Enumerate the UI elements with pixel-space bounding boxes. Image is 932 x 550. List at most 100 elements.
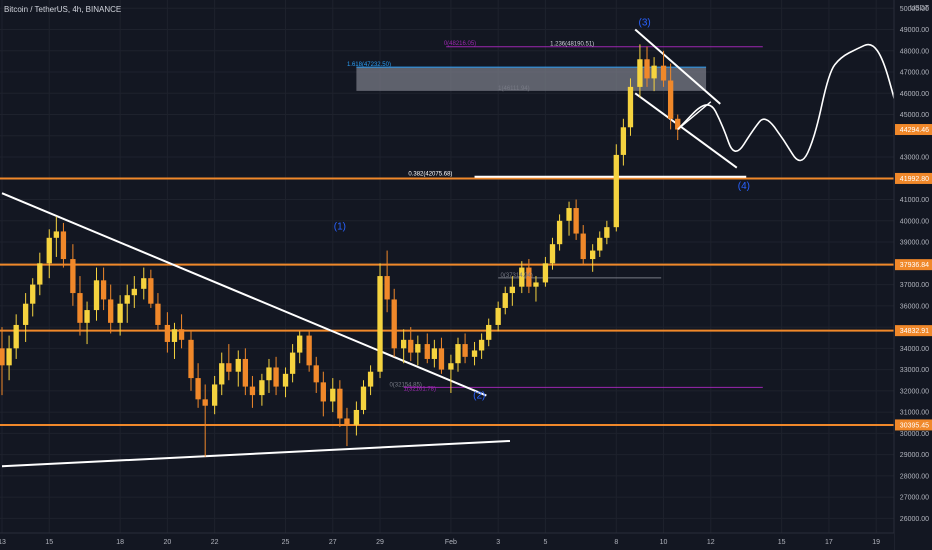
time-tick-label: 12 — [707, 539, 715, 546]
candle-body — [297, 335, 303, 353]
candle-body — [400, 339, 407, 349]
projection-retrace[interactable] — [677, 101, 712, 130]
price-tick-label: 33000.00 — [900, 367, 929, 374]
price-level-tag — [895, 172, 932, 184]
fib-annotation: 0.382(42075.68) — [408, 172, 452, 178]
candle-body — [195, 378, 201, 400]
candle-body — [22, 303, 29, 325]
candle-body — [597, 237, 603, 251]
fib-annotation: 1(46111.94) — [498, 86, 529, 92]
candle-body — [502, 293, 508, 308]
price-tick-label: 47000.00 — [900, 70, 929, 77]
time-tick-label: 27 — [329, 539, 337, 546]
candle-body — [84, 310, 90, 323]
time-tick-label: 20 — [163, 539, 171, 546]
candle-body — [60, 231, 67, 260]
candle-body — [93, 280, 100, 311]
wave-label: (2) — [473, 390, 485, 401]
time-tick-label: 22 — [211, 539, 219, 546]
time-tick-label: 19 — [872, 539, 880, 546]
time-tick-label: 15 — [778, 539, 786, 546]
wave-label: (3) — [639, 17, 651, 28]
candle-body — [108, 299, 114, 323]
price-tick-label: 40000.00 — [900, 218, 929, 225]
wave-labels: (1) (2) (3) (4) — [334, 17, 750, 401]
price-tick-label: 39000.00 — [900, 240, 929, 247]
price-tick-label: 34000.00 — [900, 346, 929, 353]
price-tick-label: 41000.00 — [900, 197, 929, 204]
candle-body — [202, 399, 208, 406]
price-axis[interactable]: 26000.00 27000.00 28000.00 29000.00 30000.00… — [893, 0, 932, 550]
currency-label: USDT — [910, 5, 930, 12]
candle-body — [384, 276, 390, 300]
candle-body — [164, 324, 171, 342]
candle-body — [313, 365, 319, 383]
candle-body — [620, 127, 627, 155]
price-levels — [0, 177, 894, 426]
candle-body — [486, 324, 492, 340]
price-tick-label: 43000.00 — [900, 155, 929, 162]
price-level-tag-label: 34832.91 — [900, 328, 929, 335]
candle-body — [391, 299, 397, 349]
candle-body — [211, 384, 218, 406]
candle-body — [266, 367, 272, 381]
candle-body — [0, 348, 5, 366]
candle-body — [46, 237, 52, 264]
candle-body — [566, 208, 572, 221]
candle-body — [155, 303, 161, 325]
candle-body — [509, 286, 515, 294]
candle-body — [431, 348, 438, 359]
price-tick-label: 49000.00 — [900, 27, 929, 34]
time-tick-label: 18 — [116, 539, 124, 546]
candle-body — [77, 293, 83, 323]
projection-path — [677, 43, 896, 162]
candle-body — [462, 344, 468, 357]
price-level-tag — [895, 259, 932, 271]
candle-body — [455, 344, 461, 364]
candle-body — [249, 386, 256, 396]
candle-body — [367, 371, 374, 387]
candle-body — [424, 344, 430, 359]
price-tick-label: 30000.00 — [900, 431, 929, 438]
candle-body — [360, 386, 367, 410]
candle-body — [289, 352, 296, 374]
candle-body — [30, 284, 36, 304]
candle-body — [242, 358, 249, 387]
price-tick-label: 32000.00 — [900, 388, 929, 395]
time-tick-label: 15 — [45, 539, 53, 546]
candle-body — [148, 278, 154, 304]
price-tick-label: 26000.00 — [900, 516, 929, 523]
candle-body — [542, 263, 549, 283]
fib-zone — [356, 67, 707, 91]
time-axis[interactable]: 13 15 18 20 22 25 27 29 Feb 3 5 8 10 12 15 17 19 — [0, 532, 894, 550]
candle-body — [675, 118, 681, 130]
candle-body — [13, 324, 19, 349]
price-level-tag-label: 37936.84 — [900, 262, 929, 269]
price-tick-label: 46000.00 — [900, 91, 929, 98]
price-tick-label: 27000.00 — [900, 495, 929, 502]
candle-body — [377, 276, 383, 372]
candle-body — [448, 363, 454, 370]
time-tick-label: 8 — [614, 539, 618, 546]
trendlines — [1, 28, 738, 468]
fib-annotation: 0(48216.05) — [444, 41, 476, 47]
candle-body — [549, 244, 556, 264]
candle-body — [124, 295, 130, 304]
time-tick-label: Feb — [445, 539, 457, 546]
lower-trendline[interactable] — [1, 440, 511, 468]
candle-body — [117, 303, 123, 323]
candle-body — [219, 363, 225, 385]
wedge-upper-line[interactable] — [634, 28, 721, 105]
time-tick-label: 10 — [660, 539, 668, 546]
candle-body — [613, 154, 619, 228]
candle-body — [6, 348, 12, 366]
candle-body — [131, 288, 137, 296]
candle-body — [519, 267, 525, 287]
candle-body — [70, 259, 76, 294]
wedge-lower-line[interactable] — [634, 92, 738, 169]
projection-curve[interactable] — [677, 43, 896, 162]
time-tick-label: 29 — [376, 539, 384, 546]
time-tick-label: 17 — [825, 539, 833, 546]
upper-trendline[interactable] — [1, 192, 487, 397]
